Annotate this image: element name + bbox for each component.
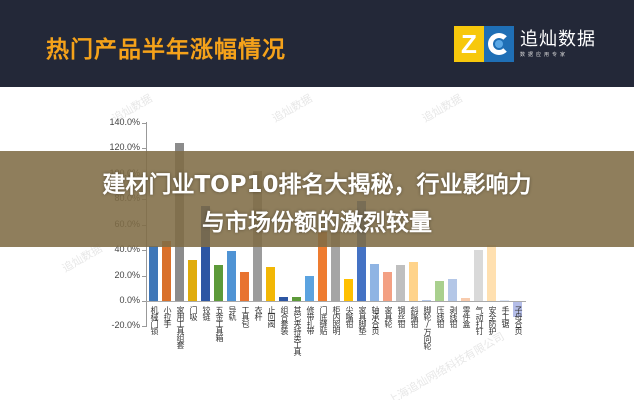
x-tick-label: 剥线钳 [449,306,458,327]
y-tick-label: 120.0% [109,142,140,153]
bar[interactable] [227,251,236,301]
bar[interactable] [357,200,366,301]
bar[interactable] [188,260,197,301]
bar[interactable] [305,275,314,301]
x-tick-label: 组合套装 [280,306,289,334]
bar[interactable] [448,279,457,301]
headline-line-1: 建材门业TOP10排名大揭秘，行业影响力 [102,172,532,198]
y-tick-label: 0.0% [119,295,140,305]
x-tick-label: 导轨 [228,306,237,320]
x-tick-label: 尖嘴钳 [345,306,354,327]
headline-overlay: 建材门业TOP10排名大揭秘，行业影响力 与市场份额的激烈较量 [0,151,634,247]
x-tick-label: 止回阀 [267,306,276,327]
logo-z-icon: Z [454,26,484,62]
y-tick-label: 140.0% [109,117,140,127]
bar[interactable] [396,265,405,301]
x-tick-label: 脚轮/万向轮 [423,306,432,349]
x-tick-label: 压线钳 [436,306,445,327]
y-tick-mark [142,250,146,252]
x-tick-label: 门吸 [189,306,198,320]
y-tick-mark [142,123,146,124]
bar[interactable] [331,232,340,301]
x-tick-label: 门底缝贴 [319,306,328,334]
bar[interactable] [279,297,288,301]
bar[interactable] [162,241,171,301]
x-tick-label: 五金工具箱 [215,306,224,341]
y-tick-label: 40.0% [114,244,140,255]
x-axis [146,301,526,302]
y-tick-mark [142,301,146,302]
x-tick-label: 铰链 [202,306,211,320]
x-tick-label: 小拉手 [163,306,172,327]
bar[interactable] [435,280,444,301]
logo-c-icon [484,26,514,62]
bar[interactable] [487,245,496,301]
headline-line-2: 与市场份额的激烈较量 [202,210,432,236]
bar[interactable] [370,264,379,301]
x-tick-label: 轴承合页 [371,306,380,334]
x-tick-label: 柜内照明 [332,306,341,334]
bar[interactable] [149,246,158,301]
brand-subtitle: 数据应用专家 [520,52,569,58]
bar[interactable] [409,261,418,301]
x-tick-label: 家具脚垫 [358,306,367,334]
x-tick-label: 家具轮 [384,306,393,327]
x-tick-label: 机械门锁 [150,306,159,334]
bar[interactable] [292,297,301,301]
x-tick-label: 子母合页 [514,306,523,334]
bar[interactable] [474,250,483,301]
bar[interactable] [240,271,249,301]
bar[interactable] [318,232,327,301]
y-tick-mark [142,148,146,150]
x-tick-label: 手工锯 [501,306,510,327]
x-tick-label: 气动打钉 [475,306,484,334]
header-banner: 热门产品半年涨幅情况 Z 追灿数据 数据应用专家 [0,0,634,87]
bar[interactable] [513,302,522,318]
y-tick-mark [142,326,146,328]
y-tick-label: 20.0% [114,269,140,280]
x-tick-label: 钢丝钳 [397,306,406,327]
bar[interactable] [461,298,470,301]
x-tick-label: 斜嘴钳 [410,306,419,327]
brand-logo: Z 追灿数据 数据应用专家 [454,26,596,62]
y-tick-label: -20.0% [111,320,140,331]
brand-name: 追灿数据 [520,29,596,50]
x-tick-label: 衣杆 [254,306,263,320]
bar[interactable] [266,266,275,301]
x-tick-label: 零件盒 [462,306,471,327]
x-tick-label: 安全防护 [488,306,497,334]
x-tick-label: 其它夹持类工具 [293,306,302,355]
bar[interactable] [201,205,210,301]
bar[interactable] [500,300,509,301]
x-tick-label: 修带扎带 [306,306,315,334]
bar[interactable] [214,265,223,301]
y-tick-mark [142,275,146,277]
bar[interactable] [344,279,353,301]
page-title: 热门产品半年涨幅情况 [46,37,286,63]
x-tick-label: 家用工具组套 [176,306,185,348]
bar[interactable] [383,271,392,301]
bar[interactable] [422,300,431,301]
x-tick-label: 工具包 [241,306,250,327]
